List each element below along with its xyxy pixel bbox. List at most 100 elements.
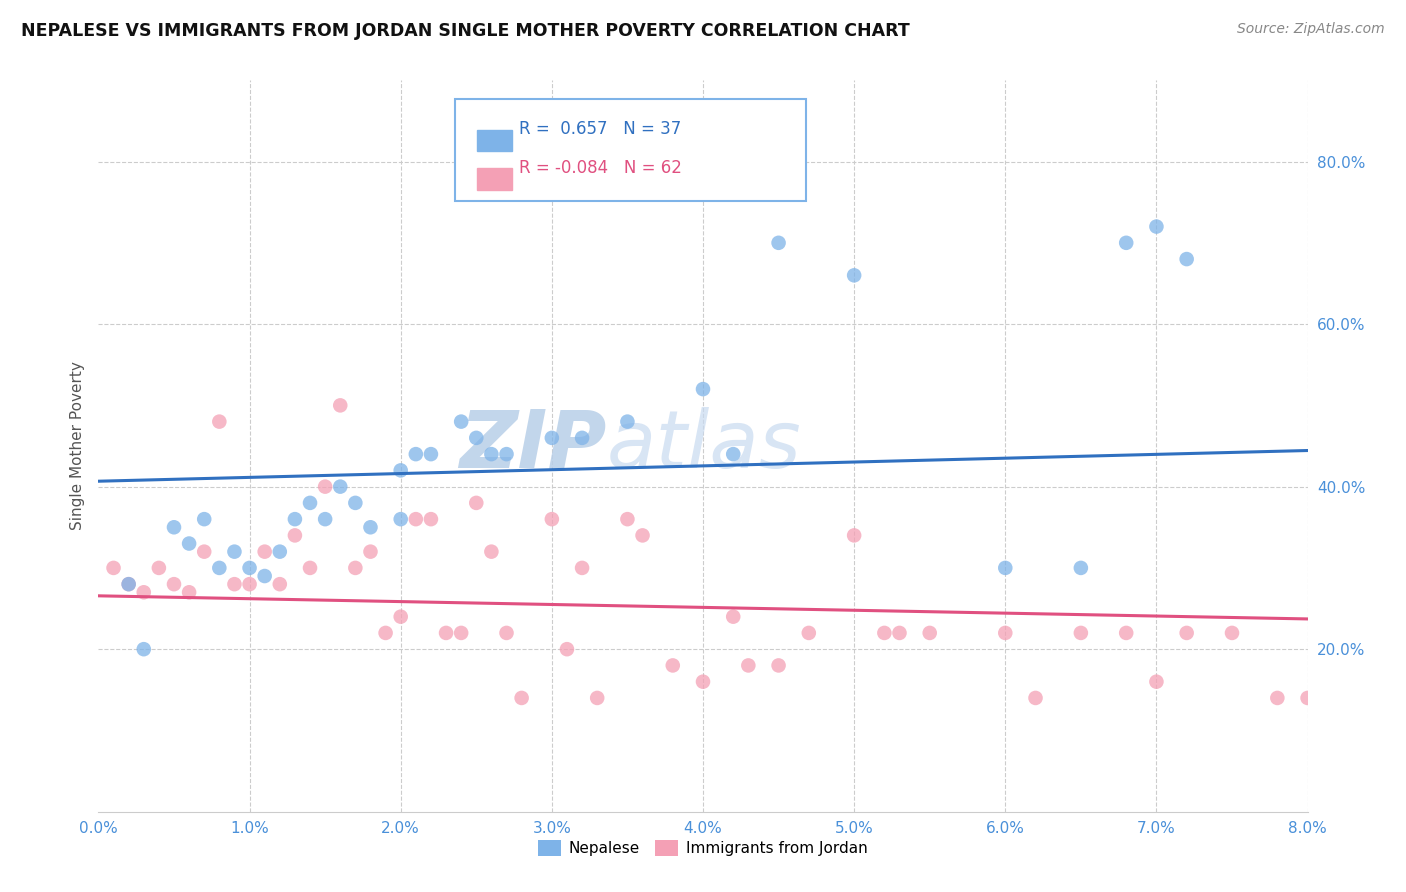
Point [284, 528, 307, 542]
Point [1267, 690, 1289, 705]
Point [360, 544, 382, 558]
Point [389, 609, 412, 624]
Point [374, 626, 396, 640]
Point [344, 561, 367, 575]
Point [616, 512, 638, 526]
Point [179, 536, 201, 550]
Point [555, 642, 578, 657]
Point [1070, 561, 1092, 575]
Point [571, 561, 593, 575]
Point [450, 626, 472, 640]
FancyBboxPatch shape [477, 169, 512, 190]
Point [132, 642, 155, 657]
Point [208, 415, 231, 429]
Text: ZIP: ZIP [458, 407, 606, 485]
Point [1115, 626, 1137, 640]
Point [239, 577, 262, 591]
Y-axis label: Single Mother Poverty: Single Mother Poverty [69, 361, 84, 531]
Point [253, 569, 276, 583]
Point [314, 512, 336, 526]
Point [405, 512, 427, 526]
Point [163, 520, 186, 534]
Point [586, 690, 609, 705]
Point [103, 561, 125, 575]
Point [661, 658, 683, 673]
Point [481, 447, 503, 461]
Point [118, 577, 141, 591]
FancyBboxPatch shape [477, 129, 512, 151]
Point [844, 528, 866, 542]
Point [631, 528, 654, 542]
Point [1296, 690, 1319, 705]
Point [208, 561, 231, 575]
Point [768, 235, 790, 250]
Point [723, 447, 745, 461]
Point [495, 447, 517, 461]
Point [994, 626, 1017, 640]
Point [314, 480, 336, 494]
Point [269, 577, 291, 591]
Point [1327, 699, 1350, 714]
Point [360, 520, 382, 534]
Point [118, 577, 141, 591]
Text: atlas: atlas [606, 407, 801, 485]
Point [844, 268, 866, 283]
Point [797, 626, 820, 640]
FancyBboxPatch shape [456, 99, 806, 201]
Point [1175, 626, 1198, 640]
Point [1372, 707, 1395, 722]
Point [299, 496, 322, 510]
Point [239, 561, 262, 575]
Point [1220, 626, 1243, 640]
Text: R =  0.657   N = 37: R = 0.657 N = 37 [519, 120, 682, 138]
Point [540, 431, 562, 445]
Point [1146, 674, 1168, 689]
Point [768, 658, 790, 673]
Point [420, 512, 443, 526]
Point [163, 577, 186, 591]
Point [299, 561, 322, 575]
Legend: Nepalese, Immigrants from Jordan: Nepalese, Immigrants from Jordan [533, 834, 873, 863]
Text: Source: ZipAtlas.com: Source: ZipAtlas.com [1237, 22, 1385, 37]
Point [1175, 252, 1198, 266]
Point [253, 544, 276, 558]
Point [737, 658, 759, 673]
Point [389, 512, 412, 526]
Point [723, 609, 745, 624]
Point [193, 544, 215, 558]
Point [1146, 219, 1168, 234]
Point [481, 544, 503, 558]
Point [284, 512, 307, 526]
Point [420, 447, 443, 461]
Point [224, 577, 246, 591]
Point [405, 447, 427, 461]
Point [510, 690, 533, 705]
Point [1070, 626, 1092, 640]
Point [465, 496, 488, 510]
Point [692, 382, 714, 396]
Point [344, 496, 367, 510]
Point [616, 415, 638, 429]
Point [918, 626, 941, 640]
Point [1115, 235, 1137, 250]
Point [994, 561, 1017, 575]
Point [450, 415, 472, 429]
Point [329, 398, 352, 412]
Text: NEPALESE VS IMMIGRANTS FROM JORDAN SINGLE MOTHER POVERTY CORRELATION CHART: NEPALESE VS IMMIGRANTS FROM JORDAN SINGL… [21, 22, 910, 40]
Point [465, 431, 488, 445]
Text: R = -0.084   N = 62: R = -0.084 N = 62 [519, 159, 682, 177]
Point [269, 544, 291, 558]
Point [692, 674, 714, 689]
Point [873, 626, 896, 640]
Point [224, 544, 246, 558]
Point [571, 431, 593, 445]
Point [495, 626, 517, 640]
Point [193, 512, 215, 526]
Point [329, 480, 352, 494]
Point [434, 626, 457, 640]
Point [132, 585, 155, 599]
Point [1025, 690, 1047, 705]
Point [389, 463, 412, 477]
Point [179, 585, 201, 599]
Point [148, 561, 170, 575]
